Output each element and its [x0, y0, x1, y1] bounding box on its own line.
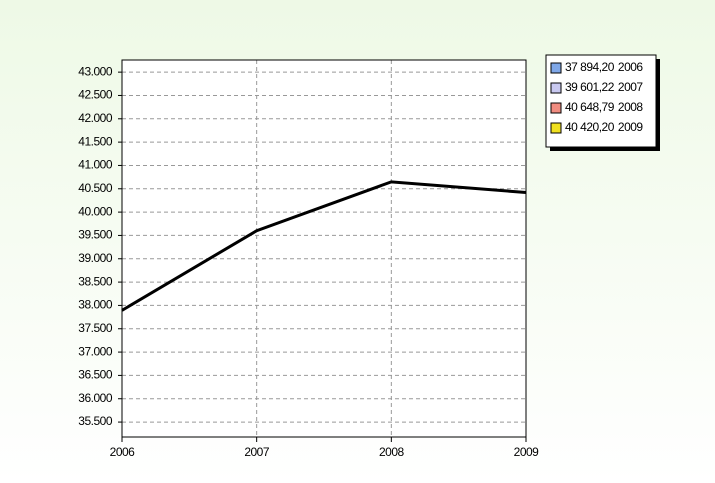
- y-tick-label: 39.500: [78, 228, 113, 242]
- legend-label: 40 420,20 2009: [565, 120, 643, 134]
- x-tick-label: 2007: [244, 445, 270, 459]
- legend-year: 2006: [618, 60, 644, 74]
- x-tick-label: 2008: [379, 445, 405, 459]
- plot-area: [122, 60, 526, 437]
- legend-year: 2009: [618, 120, 644, 134]
- legend-value: 39 601,22: [565, 80, 615, 94]
- y-tick-label: 43.000: [78, 64, 113, 78]
- plot-border: [121, 59, 527, 438]
- y-tick-label: 42.000: [78, 111, 113, 125]
- legend-year: 2007: [618, 80, 644, 94]
- legend-value: 40 420,20: [565, 120, 615, 134]
- legend-swatch: [550, 82, 562, 94]
- y-tick-label: 37.500: [78, 321, 113, 335]
- x-tick-label: 2009: [514, 445, 540, 459]
- legend: [545, 54, 657, 148]
- line: [121, 180, 527, 312]
- y-tick-label: 38.000: [78, 298, 113, 312]
- y-tick-label: 38.500: [78, 274, 113, 288]
- y-tick-label: 42.500: [78, 88, 113, 102]
- y-tick-label: 40.000: [78, 204, 113, 218]
- legend-swatch: [550, 62, 562, 74]
- legend-value: 40 648,79: [565, 100, 615, 114]
- y-tick-label: 41.000: [78, 158, 113, 172]
- y-tick-label: 40.500: [78, 181, 113, 195]
- y-tick-label: 41.500: [78, 134, 113, 148]
- legend-value: 37 894,20: [565, 60, 615, 74]
- legend-year: 2008: [618, 100, 644, 114]
- y-tick-label: 39.000: [78, 251, 113, 265]
- legend-label: 37 894,20 2006: [565, 60, 643, 74]
- legend-swatch: [550, 122, 562, 134]
- legend-label: 39 601,22 2007: [565, 80, 643, 94]
- x-tick-label: 2006: [110, 445, 136, 459]
- legend-swatch: [550, 102, 562, 114]
- y-tick-label: 35.500: [78, 414, 113, 428]
- y-tick-label: 36.500: [78, 368, 113, 382]
- y-tick-label: 36.000: [78, 391, 113, 405]
- y-tick-label: 37.000: [78, 344, 113, 358]
- legend-label: 40 648,79 2008: [565, 100, 643, 114]
